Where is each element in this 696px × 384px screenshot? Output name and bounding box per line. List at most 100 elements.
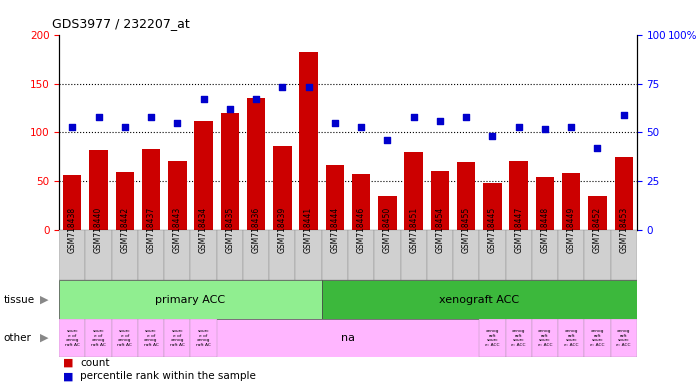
FancyBboxPatch shape xyxy=(191,230,216,280)
Point xyxy=(618,112,629,118)
FancyBboxPatch shape xyxy=(86,319,111,357)
Point xyxy=(356,124,367,130)
FancyBboxPatch shape xyxy=(269,230,296,280)
Bar xyxy=(431,170,449,230)
Bar xyxy=(142,149,160,230)
Bar xyxy=(536,177,554,230)
Text: sourc
e of
xenog
raft AC: sourc e of xenog raft AC xyxy=(170,329,184,347)
Text: GSM718434: GSM718434 xyxy=(199,207,208,253)
FancyBboxPatch shape xyxy=(164,319,191,357)
Bar xyxy=(273,146,292,230)
Bar xyxy=(326,165,344,230)
Point xyxy=(461,114,472,120)
Bar xyxy=(247,98,265,230)
Point xyxy=(303,84,314,91)
Text: xenog
raft
sourc
e: ACC: xenog raft sourc e: ACC xyxy=(485,329,500,347)
FancyBboxPatch shape xyxy=(138,230,164,280)
Text: sourc
e of
xenog
raft AC: sourc e of xenog raft AC xyxy=(65,329,80,347)
Point xyxy=(487,133,498,139)
Point xyxy=(566,124,577,130)
Text: xenog
raft
sourc
e: ACC: xenog raft sourc e: ACC xyxy=(617,329,631,347)
Text: GSM718447: GSM718447 xyxy=(514,207,523,253)
FancyBboxPatch shape xyxy=(59,280,322,319)
Text: GSM718452: GSM718452 xyxy=(593,207,602,253)
Text: GSM718446: GSM718446 xyxy=(356,207,365,253)
Text: GSM718441: GSM718441 xyxy=(304,207,313,253)
Text: sourc
e of
xenog
raft AC: sourc e of xenog raft AC xyxy=(91,329,106,347)
Point xyxy=(67,124,78,130)
Text: count: count xyxy=(80,358,109,368)
Text: GSM718445: GSM718445 xyxy=(488,207,497,253)
Bar xyxy=(588,196,607,230)
Point xyxy=(93,114,104,120)
Point xyxy=(224,106,235,112)
Text: ■: ■ xyxy=(63,358,73,368)
Text: xenog
raft
sourc
e: ACC: xenog raft sourc e: ACC xyxy=(590,329,605,347)
Text: GSM718454: GSM718454 xyxy=(436,207,445,253)
Text: GSM718451: GSM718451 xyxy=(409,207,418,253)
Bar xyxy=(352,174,370,230)
FancyBboxPatch shape xyxy=(86,230,111,280)
Bar xyxy=(63,175,81,230)
FancyBboxPatch shape xyxy=(59,230,86,280)
Text: GSM718449: GSM718449 xyxy=(567,207,576,253)
FancyBboxPatch shape xyxy=(400,230,427,280)
FancyBboxPatch shape xyxy=(348,230,374,280)
FancyBboxPatch shape xyxy=(610,230,637,280)
Text: GSM718444: GSM718444 xyxy=(331,207,340,253)
FancyBboxPatch shape xyxy=(480,230,505,280)
Text: ▶: ▶ xyxy=(40,333,49,343)
Text: percentile rank within the sample: percentile rank within the sample xyxy=(80,371,256,381)
Bar xyxy=(89,150,108,230)
Text: GSM718455: GSM718455 xyxy=(461,207,470,253)
FancyBboxPatch shape xyxy=(480,319,505,357)
FancyBboxPatch shape xyxy=(243,230,269,280)
Point xyxy=(145,114,157,120)
Text: sourc
e of
xenog
raft AC: sourc e of xenog raft AC xyxy=(143,329,159,347)
Bar xyxy=(404,152,423,230)
Point xyxy=(513,124,524,130)
Point xyxy=(329,120,340,126)
Text: primary ACC: primary ACC xyxy=(155,295,226,305)
Text: GSM718436: GSM718436 xyxy=(251,207,260,253)
FancyBboxPatch shape xyxy=(164,230,191,280)
FancyBboxPatch shape xyxy=(558,319,585,357)
Text: xenog
raft
sourc
e: ACC: xenog raft sourc e: ACC xyxy=(538,329,552,347)
Bar xyxy=(378,196,397,230)
Text: xenog
raft
sourc
e: ACC: xenog raft sourc e: ACC xyxy=(512,329,526,347)
FancyBboxPatch shape xyxy=(59,319,86,357)
FancyBboxPatch shape xyxy=(296,230,322,280)
Point xyxy=(539,126,551,132)
FancyBboxPatch shape xyxy=(532,319,558,357)
Text: GSM718442: GSM718442 xyxy=(120,207,129,253)
FancyBboxPatch shape xyxy=(585,230,610,280)
Bar xyxy=(299,52,318,230)
Text: GSM718439: GSM718439 xyxy=(278,207,287,253)
FancyBboxPatch shape xyxy=(558,230,585,280)
FancyBboxPatch shape xyxy=(532,230,558,280)
FancyBboxPatch shape xyxy=(59,319,637,357)
Text: GSM718438: GSM718438 xyxy=(68,207,77,253)
Bar xyxy=(221,113,239,230)
Text: xenograft ACC: xenograft ACC xyxy=(439,295,519,305)
Point xyxy=(172,120,183,126)
FancyBboxPatch shape xyxy=(191,319,216,357)
Bar xyxy=(194,121,213,230)
Text: GSM718435: GSM718435 xyxy=(226,207,235,253)
Text: tissue: tissue xyxy=(3,295,35,305)
Bar xyxy=(615,157,633,230)
Point xyxy=(251,96,262,102)
FancyBboxPatch shape xyxy=(138,319,164,357)
Text: GDS3977 / 232207_at: GDS3977 / 232207_at xyxy=(52,17,190,30)
Text: ■: ■ xyxy=(63,371,73,381)
FancyBboxPatch shape xyxy=(322,230,348,280)
Point xyxy=(592,145,603,151)
Text: GSM718440: GSM718440 xyxy=(94,207,103,253)
Text: other: other xyxy=(3,333,31,343)
FancyBboxPatch shape xyxy=(505,230,532,280)
Text: GSM718443: GSM718443 xyxy=(173,207,182,253)
Text: GSM718448: GSM718448 xyxy=(540,207,549,253)
FancyBboxPatch shape xyxy=(111,230,138,280)
Text: GSM718453: GSM718453 xyxy=(619,207,628,253)
Point xyxy=(434,118,445,124)
